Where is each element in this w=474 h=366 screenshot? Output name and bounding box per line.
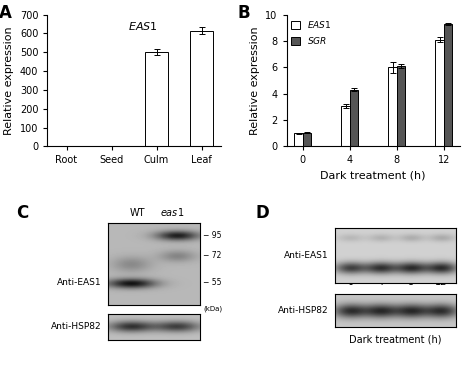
Text: (kDa): (kDa) [203,306,222,313]
Text: − 72: − 72 [203,251,222,260]
Text: C: C [16,204,28,223]
Legend: $\it{EAS1}$, $\it{SGR}$: $\it{EAS1}$, $\it{SGR}$ [291,19,332,46]
Y-axis label: Relative expression: Relative expression [250,26,260,135]
Text: 0: 0 [347,277,353,287]
Text: A: A [0,4,12,22]
X-axis label: Dark treatment (h): Dark treatment (h) [320,171,426,181]
Text: − 95: − 95 [203,231,222,240]
Text: $\it{EAS1}$: $\it{EAS1}$ [128,20,157,33]
Text: Anti-HSP82: Anti-HSP82 [277,306,328,315]
Text: WT: WT [130,208,145,217]
Bar [436,40,444,146]
Text: D: D [255,204,269,223]
Bar [397,66,405,146]
Bar [341,105,350,146]
Y-axis label: Relative expression: Relative expression [4,26,14,135]
Text: − 55: − 55 [203,278,222,287]
Bar [294,133,302,146]
Text: 8: 8 [408,277,414,287]
Text: Anti-HSP82: Anti-HSP82 [51,322,101,331]
Text: Dark treatment (h): Dark treatment (h) [349,335,442,345]
Bar [388,67,397,146]
Text: Anti-EAS1: Anti-EAS1 [56,278,101,287]
Text: B: B [238,4,251,22]
Text: 12: 12 [435,277,447,287]
Text: 4: 4 [377,277,383,287]
Bar [190,31,213,146]
Bar [302,132,311,146]
Bar [444,24,452,146]
Text: Anti-EAS1: Anti-EAS1 [283,251,328,260]
Bar [146,52,168,146]
Text: $\it{eas1}$: $\it{eas1}$ [160,206,184,217]
Bar [350,90,358,146]
